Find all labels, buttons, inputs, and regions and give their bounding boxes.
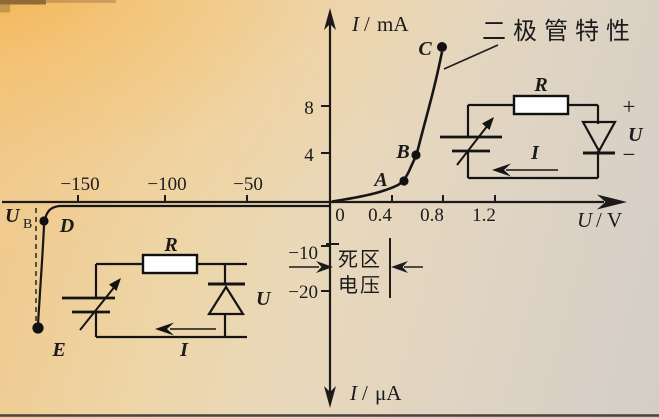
dead-zone-right-pointing-arrow-icon (316, 261, 333, 273)
point-A-dot (399, 176, 409, 186)
x-axis-symbol: U (577, 208, 594, 232)
resistor-box (141, 253, 199, 275)
x-tick-label-0.4: 0.4 (368, 205, 392, 226)
y-tick-label-neg10: −10 (288, 243, 318, 264)
y-axis-down-arrow-icon (324, 386, 336, 408)
x-axis-right-arrow-icon (597, 194, 627, 210)
x-tick-label-0: 0 (335, 205, 345, 226)
y-axis-top-symbol: I (351, 12, 360, 36)
current-left-arrow-icon (155, 322, 174, 336)
point-C-label: C (418, 38, 432, 60)
resistor-box (512, 94, 570, 116)
x-tick-label-neg100: −100 (147, 174, 186, 195)
voltage-label: U (628, 124, 644, 146)
ub-subscript: B (23, 217, 32, 232)
y-axis-up-arrow-icon (324, 8, 336, 30)
ub-main: U (5, 205, 21, 227)
y-axis-top-slash: / (364, 12, 370, 36)
point-D-dot (39, 216, 49, 226)
point-C-dot (437, 42, 447, 52)
x-tick-label-1.2: 1.2 (472, 205, 496, 226)
scan-artifact (0, 0, 116, 13)
y-tick-label-neg20: −20 (288, 282, 318, 303)
variable-source-icon (62, 278, 121, 331)
y-tick-label-4: 4 (304, 145, 314, 166)
y-axis-bottom-unit: μA (375, 381, 402, 405)
x-tick-label-neg50: −50 (233, 174, 263, 195)
current-label: I (179, 339, 189, 361)
voltage-label: U (256, 288, 272, 310)
dead-zone-left-pointing-arrow-icon (391, 261, 408, 273)
y-tick-label-8: 8 (304, 98, 314, 119)
tick-labels: 0 0.4 0.8 1.2 −150 −100 −50 8 4 −10 −20 (60, 98, 495, 303)
breakdown-voltage-label: U B (5, 205, 32, 232)
plus-sign: + (623, 94, 636, 119)
reverse-bias-circuit: R U I (62, 234, 272, 361)
axes (2, 8, 627, 408)
dead-zone-text-line2: 电压 (338, 273, 382, 297)
variable-source-icon (440, 117, 502, 166)
dead-zone-annotation: 死区 电压 (289, 238, 423, 298)
forward-curve (331, 51, 444, 203)
curve-point-labels: A B C D E (51, 38, 432, 361)
current-left-arrow-icon (492, 163, 511, 177)
point-E-label: E (51, 339, 65, 361)
point-A-label: A (372, 169, 387, 191)
curve-annotation-text: 二极管特性 (482, 17, 637, 45)
curve-annotation: 二极管特性 (443, 17, 637, 70)
current-label: I (530, 142, 540, 164)
point-E-dot (32, 322, 44, 334)
curve-points (32, 42, 447, 334)
y-axis-top-unit: mA (377, 12, 409, 36)
dead-zone-text-line1: 死区 (338, 247, 382, 271)
x-axis-slash: / (596, 208, 602, 232)
tick-marks (77, 105, 496, 292)
diode-icon (207, 282, 245, 316)
resistor-label: R (533, 74, 547, 96)
point-B-label: B (395, 141, 409, 163)
forward-bias-circuit: R + U − I (440, 74, 644, 180)
circuit-wires (94, 262, 247, 339)
minus-sign: − (623, 142, 636, 167)
point-B-dot (411, 150, 421, 160)
x-axis-unit: V (607, 208, 622, 232)
y-axis-bottom-symbol: I (349, 381, 358, 405)
point-D-label: D (59, 215, 74, 237)
diode-icon (581, 120, 617, 155)
reverse-curve (36, 204, 330, 327)
x-tick-label-neg150: −150 (60, 174, 99, 195)
resistor-label: R (163, 234, 177, 256)
annotation-leader-line (443, 44, 499, 70)
axis-titles: I / mA I / μA U / V (349, 12, 622, 405)
x-tick-label-0.8: 0.8 (420, 205, 444, 226)
y-axis-bottom-slash: / (362, 381, 368, 405)
